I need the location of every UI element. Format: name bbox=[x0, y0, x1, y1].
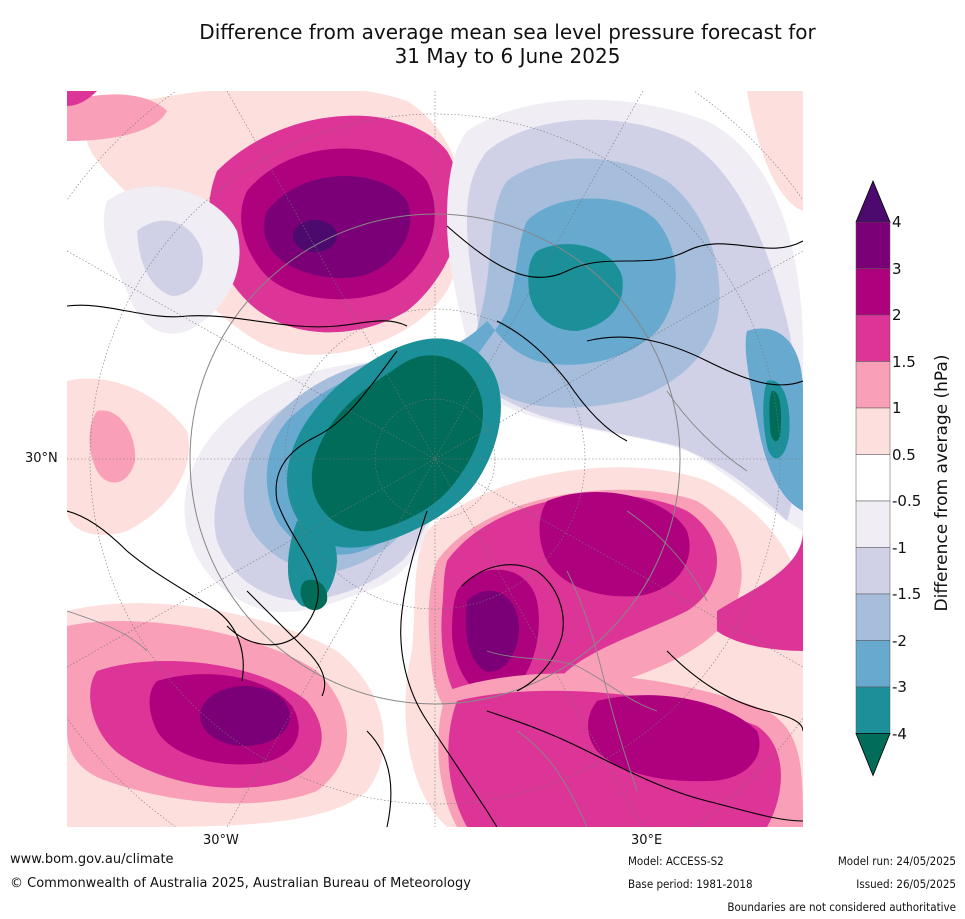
model-text: Model: ACCESS-S2 bbox=[628, 854, 724, 868]
lat-label-30n: 30°N bbox=[25, 451, 58, 466]
colorbar-band--2--3 bbox=[855, 640, 891, 688]
lon-label-30w: 30°W bbox=[203, 833, 239, 848]
colorbar-tick-label: -4 bbox=[892, 724, 907, 743]
arctic-reference-circle bbox=[189, 213, 681, 705]
colorbar-band-1-1.5 bbox=[855, 361, 891, 409]
colorbar-tick-label: 4 bbox=[892, 213, 902, 231]
anomaly-atlantic-high bbox=[67, 378, 384, 827]
country-borders bbox=[67, 390, 748, 827]
anomaly-europe-high bbox=[405, 467, 803, 827]
colorbar-tick-label: -0.5 bbox=[892, 492, 922, 510]
anomaly-arctic-low bbox=[103, 99, 803, 612]
colorbar-band--0.5--1 bbox=[855, 500, 891, 548]
base-period-text: Base period: 1981-2018 bbox=[628, 877, 753, 891]
colorbar-extend-min bbox=[855, 733, 891, 777]
website-link[interactable]: www.bom.gov.au/climate bbox=[10, 852, 174, 867]
colorbar-tick-label: 3 bbox=[892, 259, 902, 278]
colorbar-band-3-4 bbox=[855, 221, 891, 269]
disclaimer-text: Boundaries are not considered authoritat… bbox=[727, 900, 956, 914]
colorbar bbox=[855, 180, 891, 777]
colorbar-tick-label: -1.5 bbox=[892, 585, 922, 603]
colorbar-tick-label: -1 bbox=[892, 538, 907, 557]
colorbar-band--1--1.5 bbox=[855, 547, 891, 595]
pressure-anomaly-map bbox=[67, 91, 803, 827]
colorbar-band--3--4 bbox=[855, 686, 891, 734]
colorbar-tick-label: 2 bbox=[892, 306, 902, 324]
colorbar-band-0.5-1 bbox=[855, 407, 891, 455]
colorbar-title: Difference from average (hPa) bbox=[932, 354, 952, 612]
colorbar-tick-label: -3 bbox=[892, 678, 907, 696]
map-title: Difference from average mean sea level p… bbox=[60, 20, 955, 68]
colorbar-band-neutral bbox=[855, 454, 891, 502]
colorbar-extend-max bbox=[855, 180, 891, 223]
title-line-2: 31 May to 6 June 2025 bbox=[394, 44, 621, 68]
lon-label-30e: 30°E bbox=[631, 833, 663, 848]
colorbar-band-1.5-2 bbox=[855, 314, 891, 362]
model-run-text: Model run: 24/05/2025 bbox=[837, 854, 956, 868]
anomaly-pacific-high bbox=[67, 91, 803, 355]
colorbar-band-2-3 bbox=[855, 268, 891, 316]
coastlines bbox=[67, 225, 803, 827]
issued-text: Issued: 26/05/2025 bbox=[856, 877, 956, 891]
copyright-text: © Commonwealth of Australia 2025, Austra… bbox=[10, 876, 471, 891]
colorbar-band--1.5--2 bbox=[855, 593, 891, 641]
colorbar-tick-label: 1.5 bbox=[892, 352, 916, 371]
colorbar-tick-label: -2 bbox=[892, 631, 907, 650]
colorbar-tick-label: 1 bbox=[892, 399, 902, 417]
title-line-1: Difference from average mean sea level p… bbox=[199, 20, 816, 44]
colorbar-tick-label: 0.5 bbox=[892, 445, 916, 464]
